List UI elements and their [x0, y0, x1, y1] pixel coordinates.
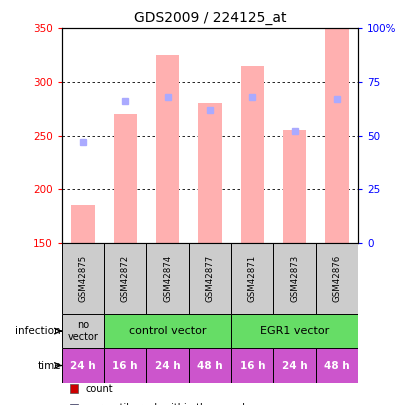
- Text: 16 h: 16 h: [240, 360, 265, 371]
- Text: EGR1 vector: EGR1 vector: [260, 326, 329, 336]
- Text: GSM42876: GSM42876: [332, 255, 341, 302]
- Bar: [231, 314, 358, 348]
- Text: no
vector: no vector: [67, 320, 98, 342]
- Bar: [283, 130, 306, 243]
- Text: control vector: control vector: [129, 326, 206, 336]
- Text: GSM42873: GSM42873: [290, 255, 299, 302]
- Text: time: time: [37, 360, 61, 371]
- Text: 24 h: 24 h: [155, 360, 180, 371]
- Text: GSM42875: GSM42875: [78, 255, 88, 302]
- Bar: [241, 66, 264, 243]
- Text: 48 h: 48 h: [324, 360, 350, 371]
- Bar: [316, 243, 358, 314]
- Bar: [326, 28, 349, 243]
- Bar: [156, 55, 179, 243]
- Text: 16 h: 16 h: [113, 360, 138, 371]
- Text: GSM42872: GSM42872: [121, 255, 130, 302]
- Title: GDS2009 / 224125_at: GDS2009 / 224125_at: [134, 11, 286, 25]
- Bar: [104, 243, 146, 314]
- Bar: [316, 348, 358, 383]
- Bar: [146, 243, 189, 314]
- Text: 24 h: 24 h: [70, 360, 96, 371]
- Bar: [71, 205, 94, 243]
- Text: GSM42877: GSM42877: [205, 255, 215, 302]
- Bar: [189, 243, 231, 314]
- Text: infection: infection: [15, 326, 61, 336]
- Text: GSM42871: GSM42871: [248, 255, 257, 302]
- Text: percentile rank within the sample: percentile rank within the sample: [86, 403, 251, 405]
- Bar: [146, 348, 189, 383]
- Bar: [62, 348, 104, 383]
- Bar: [273, 243, 316, 314]
- Bar: [104, 314, 231, 348]
- Bar: [231, 348, 273, 383]
- Bar: [273, 348, 316, 383]
- Bar: [189, 348, 231, 383]
- Bar: [62, 243, 104, 314]
- Bar: [113, 114, 137, 243]
- Bar: [104, 348, 146, 383]
- Bar: [198, 104, 222, 243]
- Text: 48 h: 48 h: [197, 360, 223, 371]
- Bar: [231, 243, 273, 314]
- Text: count: count: [86, 384, 113, 394]
- Text: 24 h: 24 h: [282, 360, 308, 371]
- Text: GSM42874: GSM42874: [163, 255, 172, 302]
- Bar: [62, 314, 104, 348]
